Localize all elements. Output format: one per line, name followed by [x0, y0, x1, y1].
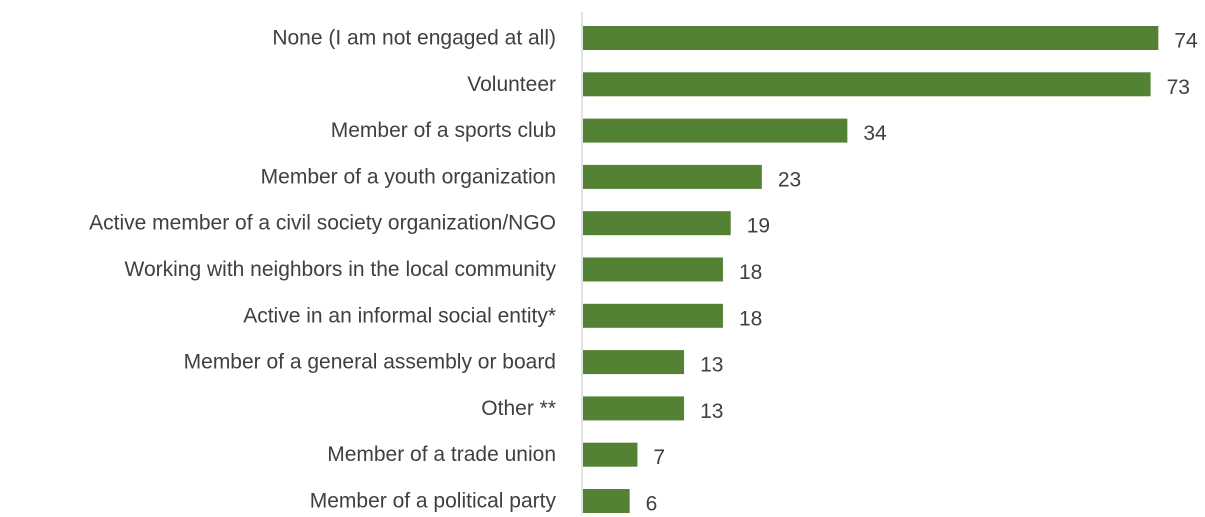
category-label: Member of a general assembly or board [184, 351, 556, 374]
bar [583, 396, 685, 421]
bar [583, 164, 762, 189]
category-label: None (I am not engaged at all) [272, 27, 556, 50]
category-label: Member of a political party [310, 490, 557, 513]
category-label: Other ** [481, 397, 556, 420]
value-label: 18 [739, 307, 762, 330]
category-label: Active in an informal social entity* [243, 304, 556, 327]
value-labels: 74 73 34 23 19 18 18 13 13 7 6 [646, 30, 1198, 516]
value-label: 34 [863, 122, 887, 145]
bar [583, 303, 723, 328]
bars-layer [583, 26, 1159, 513]
value-label: 18 [739, 261, 762, 284]
bar [583, 211, 731, 236]
category-label: Working with neighbors in the local comm… [125, 258, 557, 281]
bar [583, 257, 723, 282]
bar [583, 442, 638, 467]
category-label: Volunteer [467, 73, 556, 96]
value-label: 13 [700, 400, 723, 423]
bar [583, 72, 1151, 97]
value-label: 23 [778, 168, 801, 191]
category-labels: None (I am not engaged at all) Volunteer M… [89, 27, 556, 513]
value-label: 73 [1167, 76, 1190, 99]
value-label: 13 [700, 354, 723, 377]
value-label: 74 [1174, 30, 1198, 53]
bar [583, 350, 685, 375]
category-label: Member of a youth organization [261, 165, 556, 188]
category-label: Member of a trade union [327, 443, 556, 466]
value-label: 6 [646, 493, 658, 516]
bar [583, 489, 630, 513]
value-label: 19 [747, 215, 770, 238]
bar [583, 118, 848, 143]
value-label: 7 [653, 446, 665, 469]
category-label: Active member of a civil society organiz… [89, 212, 556, 235]
bar [583, 26, 1159, 50]
category-label: Member of a sports club [331, 119, 556, 142]
